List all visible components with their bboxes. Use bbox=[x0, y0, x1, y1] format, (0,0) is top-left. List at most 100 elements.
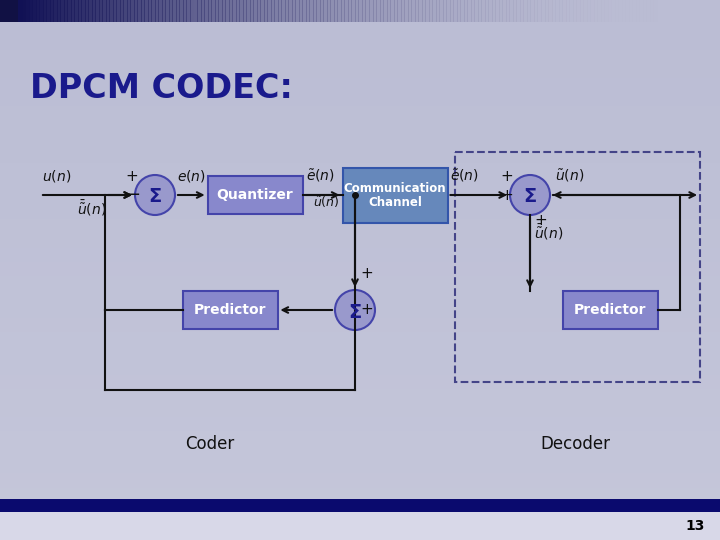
Bar bbox=[0, 370, 720, 371]
Bar bbox=[0, 240, 720, 241]
Bar bbox=[0, 38, 720, 39]
Bar bbox=[0, 144, 720, 145]
Bar bbox=[0, 84, 720, 85]
Bar bbox=[0, 167, 720, 168]
Bar bbox=[0, 345, 720, 346]
Bar bbox=[0, 216, 720, 217]
Bar bbox=[0, 159, 720, 160]
Bar bbox=[415, 0, 419, 22]
Bar bbox=[0, 215, 720, 216]
Bar bbox=[0, 532, 720, 533]
Bar bbox=[295, 0, 300, 22]
Bar bbox=[0, 303, 720, 304]
Bar bbox=[341, 0, 346, 22]
Bar bbox=[706, 0, 711, 22]
Bar bbox=[593, 0, 598, 22]
Bar bbox=[0, 384, 720, 385]
Bar bbox=[0, 46, 720, 47]
Bar bbox=[636, 0, 640, 22]
Bar bbox=[0, 245, 720, 246]
Text: Channel: Channel bbox=[368, 197, 422, 210]
Bar bbox=[503, 0, 507, 22]
Bar bbox=[0, 518, 720, 519]
Bar bbox=[0, 434, 720, 435]
Bar bbox=[282, 0, 286, 22]
Circle shape bbox=[335, 290, 375, 330]
Bar bbox=[0, 262, 720, 263]
Bar bbox=[0, 211, 720, 212]
Bar bbox=[0, 166, 720, 167]
Bar bbox=[0, 168, 720, 169]
Bar bbox=[57, 0, 61, 22]
Bar bbox=[0, 364, 720, 365]
Bar bbox=[0, 294, 720, 295]
Bar bbox=[0, 165, 720, 166]
Bar bbox=[0, 180, 720, 181]
Text: +: + bbox=[500, 169, 513, 184]
Bar bbox=[299, 0, 303, 22]
Bar bbox=[0, 362, 720, 363]
Bar bbox=[0, 10, 720, 11]
Bar bbox=[0, 474, 720, 475]
Bar bbox=[239, 0, 243, 22]
Bar bbox=[344, 0, 349, 22]
Bar bbox=[649, 0, 654, 22]
Bar bbox=[0, 235, 720, 236]
Bar bbox=[0, 334, 720, 335]
Bar bbox=[151, 0, 156, 22]
Bar bbox=[467, 0, 472, 22]
Bar bbox=[0, 502, 720, 503]
Bar bbox=[0, 194, 720, 195]
Text: Predictor: Predictor bbox=[194, 303, 266, 317]
Bar bbox=[0, 315, 720, 316]
Bar bbox=[0, 20, 720, 21]
Bar bbox=[0, 263, 720, 264]
Bar bbox=[0, 219, 720, 220]
Bar bbox=[222, 0, 226, 22]
Bar bbox=[0, 148, 720, 149]
Bar bbox=[42, 0, 47, 22]
Bar bbox=[0, 270, 720, 271]
Bar bbox=[0, 22, 720, 23]
Bar bbox=[653, 0, 658, 22]
Bar bbox=[320, 0, 325, 22]
Bar bbox=[0, 387, 720, 388]
Bar bbox=[0, 67, 720, 68]
Bar bbox=[474, 0, 479, 22]
Bar bbox=[383, 0, 387, 22]
Bar bbox=[0, 357, 720, 358]
Bar bbox=[0, 368, 720, 369]
Bar bbox=[0, 476, 720, 477]
Bar bbox=[0, 361, 720, 362]
Bar bbox=[0, 484, 720, 485]
Bar bbox=[0, 152, 720, 153]
Bar bbox=[0, 191, 720, 192]
Bar bbox=[102, 0, 107, 22]
Bar bbox=[548, 0, 552, 22]
Bar bbox=[0, 27, 720, 28]
Bar bbox=[0, 173, 720, 174]
Bar bbox=[0, 427, 720, 428]
Bar bbox=[0, 517, 720, 518]
Bar bbox=[516, 0, 521, 22]
Bar bbox=[0, 178, 720, 179]
Bar bbox=[0, 458, 720, 459]
Bar bbox=[25, 0, 30, 22]
Bar bbox=[0, 472, 720, 473]
Bar bbox=[0, 470, 720, 471]
Bar bbox=[0, 300, 720, 301]
Text: DPCM CODEC:: DPCM CODEC: bbox=[30, 72, 293, 105]
Bar bbox=[0, 350, 720, 351]
Bar bbox=[0, 276, 720, 277]
Bar bbox=[0, 539, 720, 540]
Bar bbox=[0, 156, 720, 157]
Bar bbox=[0, 525, 720, 526]
Bar bbox=[0, 116, 720, 117]
Bar bbox=[0, 175, 720, 176]
Bar bbox=[0, 133, 720, 134]
Bar bbox=[0, 329, 720, 330]
Bar bbox=[0, 19, 720, 20]
Bar bbox=[0, 487, 720, 488]
Bar bbox=[0, 250, 720, 251]
Bar bbox=[0, 184, 720, 185]
